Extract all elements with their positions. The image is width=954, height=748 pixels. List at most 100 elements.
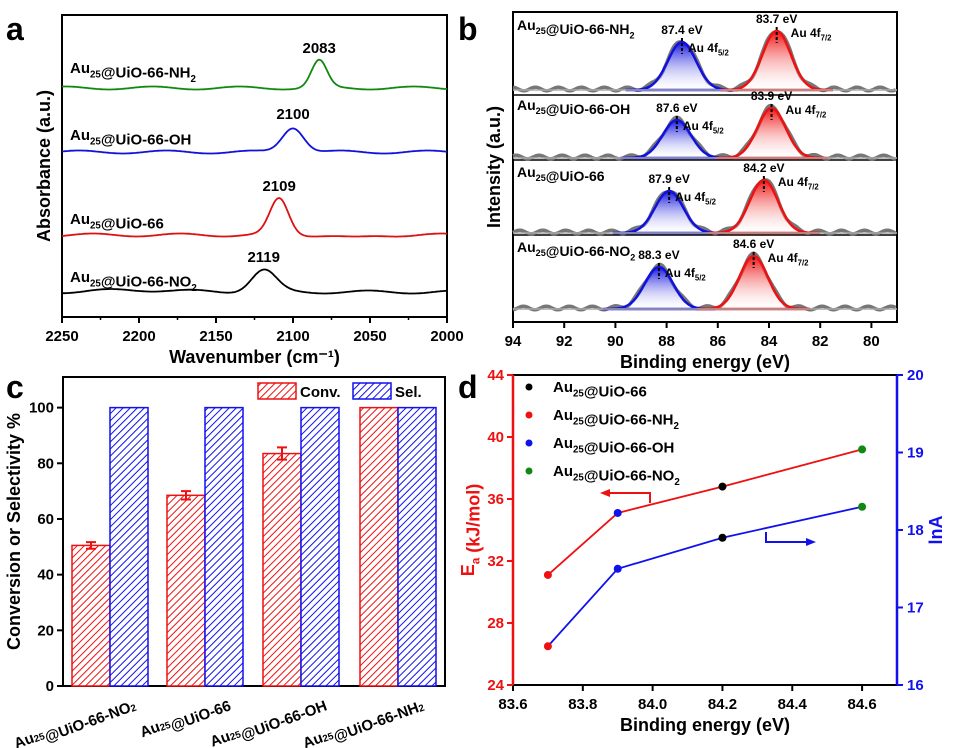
series-label: Au25@UiO-66 — [70, 211, 164, 233]
ea-point — [543, 570, 552, 579]
lna-point — [858, 502, 867, 511]
peak-label: 2119 — [247, 249, 280, 266]
legend-swatch — [257, 382, 297, 400]
peak-name-label: Au 4f5/2 — [675, 190, 717, 207]
x-axis-label-d: Binding energy (eV) — [620, 715, 790, 735]
x-tick-label-a: 2250 — [45, 328, 78, 345]
y-tick-label-right: 16 — [907, 677, 924, 694]
y-tick-label-c: 0 — [46, 678, 54, 695]
peak-name-label: Au 4f5/2 — [688, 41, 730, 58]
x-tick-label-b: 86 — [709, 333, 726, 350]
peak-energy-label: 83.9 eV — [751, 89, 792, 103]
fitted-peak — [720, 29, 833, 92]
series-label: Au25@UiO-66-OH — [70, 127, 191, 149]
y-axis-label-left: Ea (kJ/mol) — [458, 484, 483, 577]
panel-letter-b: b — [458, 11, 478, 47]
y-tick-label-c: 60 — [37, 511, 54, 528]
selectivity-bar — [204, 406, 244, 687]
right-arrow-head — [806, 538, 816, 546]
x-axis-label-b: Binding energy (eV) — [620, 352, 790, 372]
lna-point — [543, 642, 552, 651]
conversion-bar — [166, 494, 206, 687]
peak-energy-label: 88.3 eV — [638, 248, 679, 262]
legend-label: Au25@UiO-66-OH — [553, 435, 674, 457]
y-tick-label-c: 20 — [37, 622, 54, 639]
x-tick-label-b: 80 — [863, 333, 880, 350]
selectivity-bar — [300, 406, 340, 687]
peak-energy-label: 84.6 eV — [733, 237, 774, 251]
y-tick-label-right: 19 — [907, 445, 924, 462]
legend-label: Au25@UiO-66-NH2 — [553, 407, 680, 432]
y-tick-label-c: 80 — [37, 455, 54, 472]
peak-name-label: Au 4f7/2 — [768, 251, 810, 268]
ea-point — [858, 445, 867, 454]
peak-name-label: Au 4f7/2 — [778, 175, 820, 192]
error-bar — [277, 446, 287, 461]
legend-label: Au25@UiO-66-NO2 — [553, 463, 680, 488]
fitted-peak — [707, 178, 821, 235]
legend-label: Conv. — [300, 384, 341, 401]
legend-label: Au25@UiO-66 — [553, 379, 647, 401]
x-tick-label-b: 92 — [556, 333, 573, 350]
x-tick-label-b: 84 — [761, 333, 778, 350]
x-tick-label-a: 2100 — [276, 328, 309, 345]
legend-marker — [525, 439, 533, 447]
legend-marker — [525, 383, 533, 391]
y-tick-label-right: 17 — [907, 600, 924, 617]
y-tick-label-left: 24 — [487, 677, 504, 694]
x-tick-label-b: 88 — [658, 333, 675, 350]
fitted-peak — [697, 254, 810, 311]
peak-label: 2100 — [276, 106, 309, 123]
x-axis-label-a: Wavenumber (cm⁻¹) — [169, 347, 340, 367]
y-tick-label-right: 20 — [907, 367, 924, 384]
y-tick-label-right: 18 — [907, 522, 924, 539]
conversion-bar — [71, 544, 111, 687]
x-tick-label-b: 94 — [505, 333, 522, 350]
peak-energy-label: 87.6 eV — [656, 101, 697, 115]
category-label: Au25@UiO-66-NO2 — [12, 693, 139, 748]
spectrum-line — [61, 127, 448, 155]
peak-name-label: Au 4f5/2 — [683, 119, 725, 136]
left-arrow — [603, 492, 651, 503]
x-tick-label-d: 84.2 — [708, 696, 737, 713]
selectivity-bar — [109, 406, 149, 687]
series-label: Au25@UiO-66-NH2 — [70, 60, 197, 85]
conversion-bar — [359, 406, 399, 687]
ea-point — [718, 482, 727, 491]
sample-label: Au25@UiO-66-NO2 — [517, 239, 635, 262]
x-tick-label-d: 83.8 — [568, 696, 597, 713]
error-bar — [86, 541, 96, 550]
x-tick-label-a: 2200 — [122, 328, 155, 345]
legend-label: Sel. — [395, 384, 422, 401]
x-tick-label-d: 84.4 — [778, 696, 808, 713]
lna-point — [718, 533, 727, 542]
y-tick-label-c: 40 — [37, 567, 54, 584]
y-tick-label-left: 32 — [487, 553, 504, 570]
ea-line — [547, 448, 863, 576]
legend-marker — [525, 467, 533, 475]
x-tick-label-b: 82 — [812, 333, 829, 350]
legend-swatch — [352, 382, 392, 400]
x-tick-label-d: 84.0 — [638, 696, 667, 713]
x-tick-label-a: 2000 — [430, 328, 463, 345]
raw-data-line — [512, 178, 897, 236]
right-arrow — [765, 532, 812, 543]
spectrum-line — [62, 268, 448, 295]
y-axis-label-right: lnA — [926, 516, 946, 545]
lna-line — [547, 505, 863, 647]
lna-point — [613, 564, 622, 573]
y-tick-label-left: 36 — [487, 491, 504, 508]
peak-name-label: Au 4f7/2 — [791, 26, 833, 43]
x-tick-label-b: 90 — [607, 333, 624, 350]
fitted-peak — [715, 106, 828, 160]
plot-frame-a — [61, 14, 448, 318]
y-axis-label-b: Intensity (a.u.) — [484, 106, 504, 228]
plot-frame-c — [62, 376, 446, 687]
panel-letter-c: c — [6, 369, 24, 405]
x-tick-label-a: 2050 — [353, 328, 386, 345]
peak-energy-label: 87.9 eV — [648, 172, 689, 186]
spectrum-line — [62, 58, 448, 91]
y-tick-label-left: 40 — [487, 429, 504, 446]
peak-name-label: Au 4f5/2 — [665, 266, 707, 283]
